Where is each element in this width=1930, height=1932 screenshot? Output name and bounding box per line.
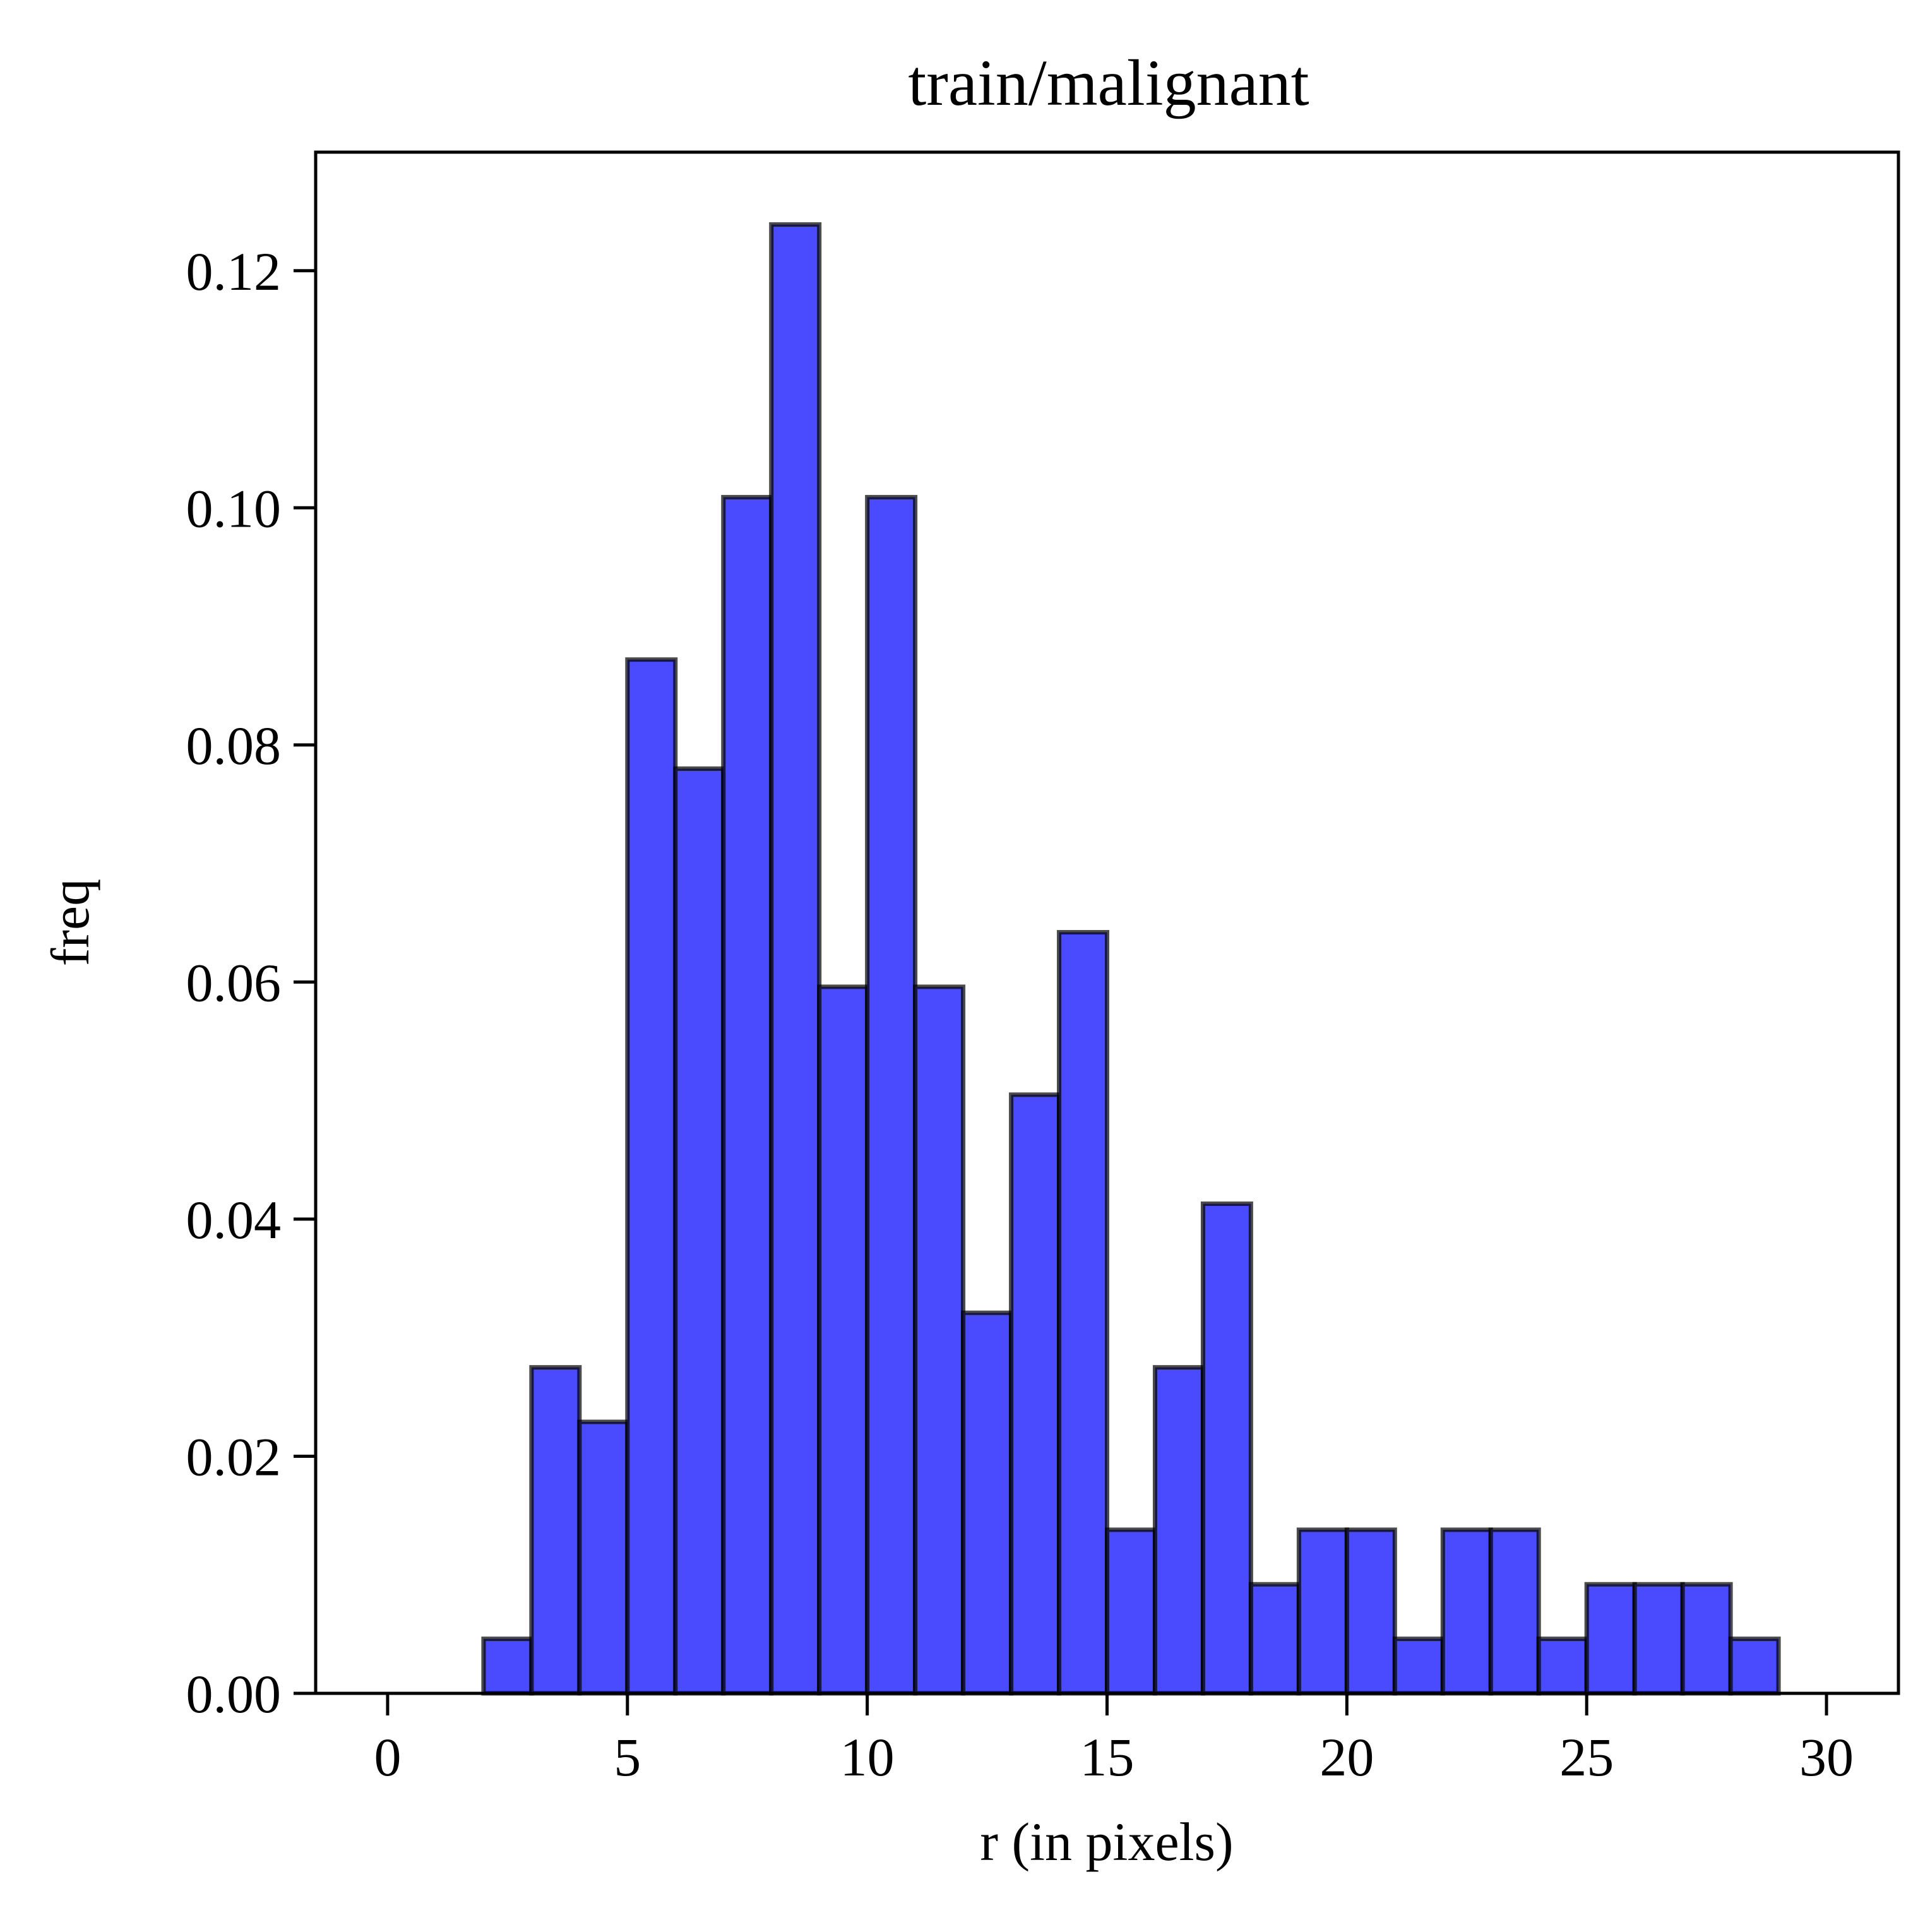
histogram-bar: [625, 657, 678, 1696]
histogram-bar: [769, 222, 822, 1696]
histogram-bar: [673, 766, 726, 1696]
histogram-bar: [1009, 1092, 1062, 1696]
histogram-bar: [1057, 930, 1109, 1696]
y-tick-label: 0.06: [186, 952, 282, 1013]
histogram-bar: [1584, 1582, 1637, 1696]
histogram-bar: [1152, 1365, 1205, 1696]
y-tick-label: 0.04: [186, 1190, 282, 1250]
histogram-bar: [1392, 1637, 1445, 1696]
histogram-bar: [721, 494, 774, 1696]
histogram-bar: [1296, 1527, 1349, 1696]
histogram-bar: [1200, 1202, 1253, 1696]
histogram-bar: [913, 984, 966, 1696]
y-tick-label: 0.02: [186, 1426, 282, 1487]
y-axis-label: freq: [40, 879, 100, 966]
histogram-bar: [1536, 1637, 1589, 1696]
bars-group: [481, 222, 1781, 1696]
chart-title: train/malignant: [908, 47, 1309, 119]
x-axis-ticks: 0 5 10 15 20 25 30: [374, 1693, 1854, 1787]
x-tick-label: 20: [1319, 1727, 1374, 1787]
histogram-bar: [865, 494, 918, 1696]
x-tick-label: 0: [374, 1727, 401, 1787]
y-tick-label: 0.10: [186, 478, 282, 539]
histogram-bar: [481, 1637, 534, 1696]
y-tick-label: 0.08: [186, 715, 282, 776]
histogram-bar: [577, 1419, 630, 1696]
x-tick-label: 15: [1080, 1727, 1135, 1787]
x-axis-label: r (in pixels): [980, 1811, 1233, 1872]
y-axis-ticks: 0.00 0.02 0.04 0.06 0.08 0.10 0.12: [186, 241, 316, 1724]
x-tick-label: 30: [1799, 1727, 1854, 1787]
histogram-bar: [1105, 1527, 1157, 1696]
histogram-bar: [1632, 1582, 1685, 1696]
histogram-bar: [817, 984, 870, 1696]
histogram-bar: [1440, 1527, 1493, 1696]
axes-frame: [314, 150, 1900, 1695]
histogram-bar: [529, 1365, 582, 1696]
histogram-bar: [1248, 1582, 1301, 1696]
y-tick-label: 0.12: [186, 241, 282, 302]
x-tick-label: 5: [614, 1727, 641, 1787]
histogram-bar: [1488, 1527, 1541, 1696]
y-tick-label: 0.00: [186, 1664, 282, 1724]
histogram-bar: [1344, 1527, 1397, 1696]
x-tick-label: 10: [840, 1727, 895, 1787]
histogram-bar: [961, 1310, 1014, 1696]
histogram-bar: [1680, 1582, 1733, 1696]
histogram-bar: [1728, 1637, 1781, 1696]
x-tick-label: 25: [1559, 1727, 1614, 1787]
